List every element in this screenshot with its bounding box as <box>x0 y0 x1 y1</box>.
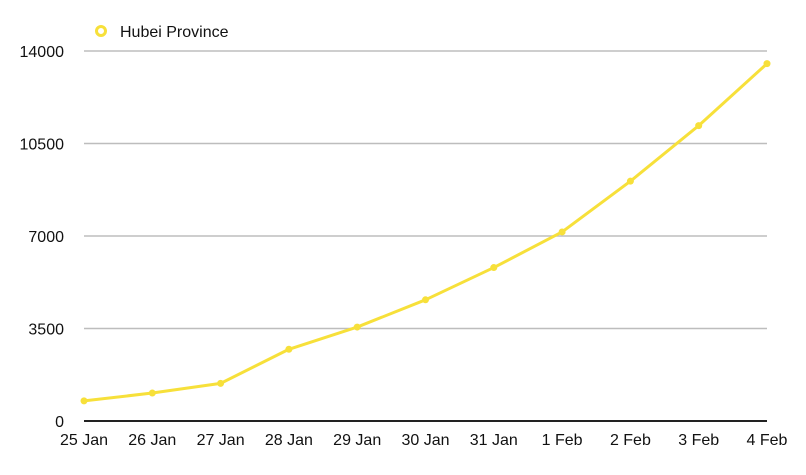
y-tick-label: 10500 <box>20 137 65 154</box>
x-tick-label: 28 Jan <box>265 432 313 449</box>
series-line <box>83 62 769 403</box>
data-point <box>695 122 703 130</box>
x-tick-label: 29 Jan <box>333 432 381 449</box>
y-tick-label: 14000 <box>20 44 65 61</box>
legend-label: Hubei Province <box>120 24 229 41</box>
data-point <box>558 228 566 236</box>
data-point <box>422 296 429 304</box>
x-tick-label: 26 Jan <box>128 432 176 449</box>
x-tick-label: 4 Feb <box>747 432 788 449</box>
x-tick-label: 3 Feb <box>678 432 719 449</box>
x-tick-label: 31 Jan <box>470 432 518 449</box>
y-tick-label: 3500 <box>28 322 64 339</box>
data-point <box>763 60 771 68</box>
legend-marker-icon <box>95 25 107 37</box>
data-point <box>626 177 634 185</box>
data-point <box>353 323 361 331</box>
data-point <box>80 397 88 405</box>
x-tick-label: 25 Jan <box>60 432 108 449</box>
data-point <box>285 345 293 353</box>
x-tick-label: 1 Feb <box>542 432 583 449</box>
data-point <box>148 389 156 397</box>
legend: Hubei Province <box>95 24 229 41</box>
y-tick-label: 7000 <box>28 229 64 246</box>
data-point <box>490 264 498 272</box>
data-point <box>217 379 225 387</box>
y-tick-label: 0 <box>55 414 64 431</box>
x-tick-label: 27 Jan <box>197 432 245 449</box>
x-tick-label: 30 Jan <box>401 432 449 449</box>
x-tick-label: 2 Feb <box>610 432 651 449</box>
